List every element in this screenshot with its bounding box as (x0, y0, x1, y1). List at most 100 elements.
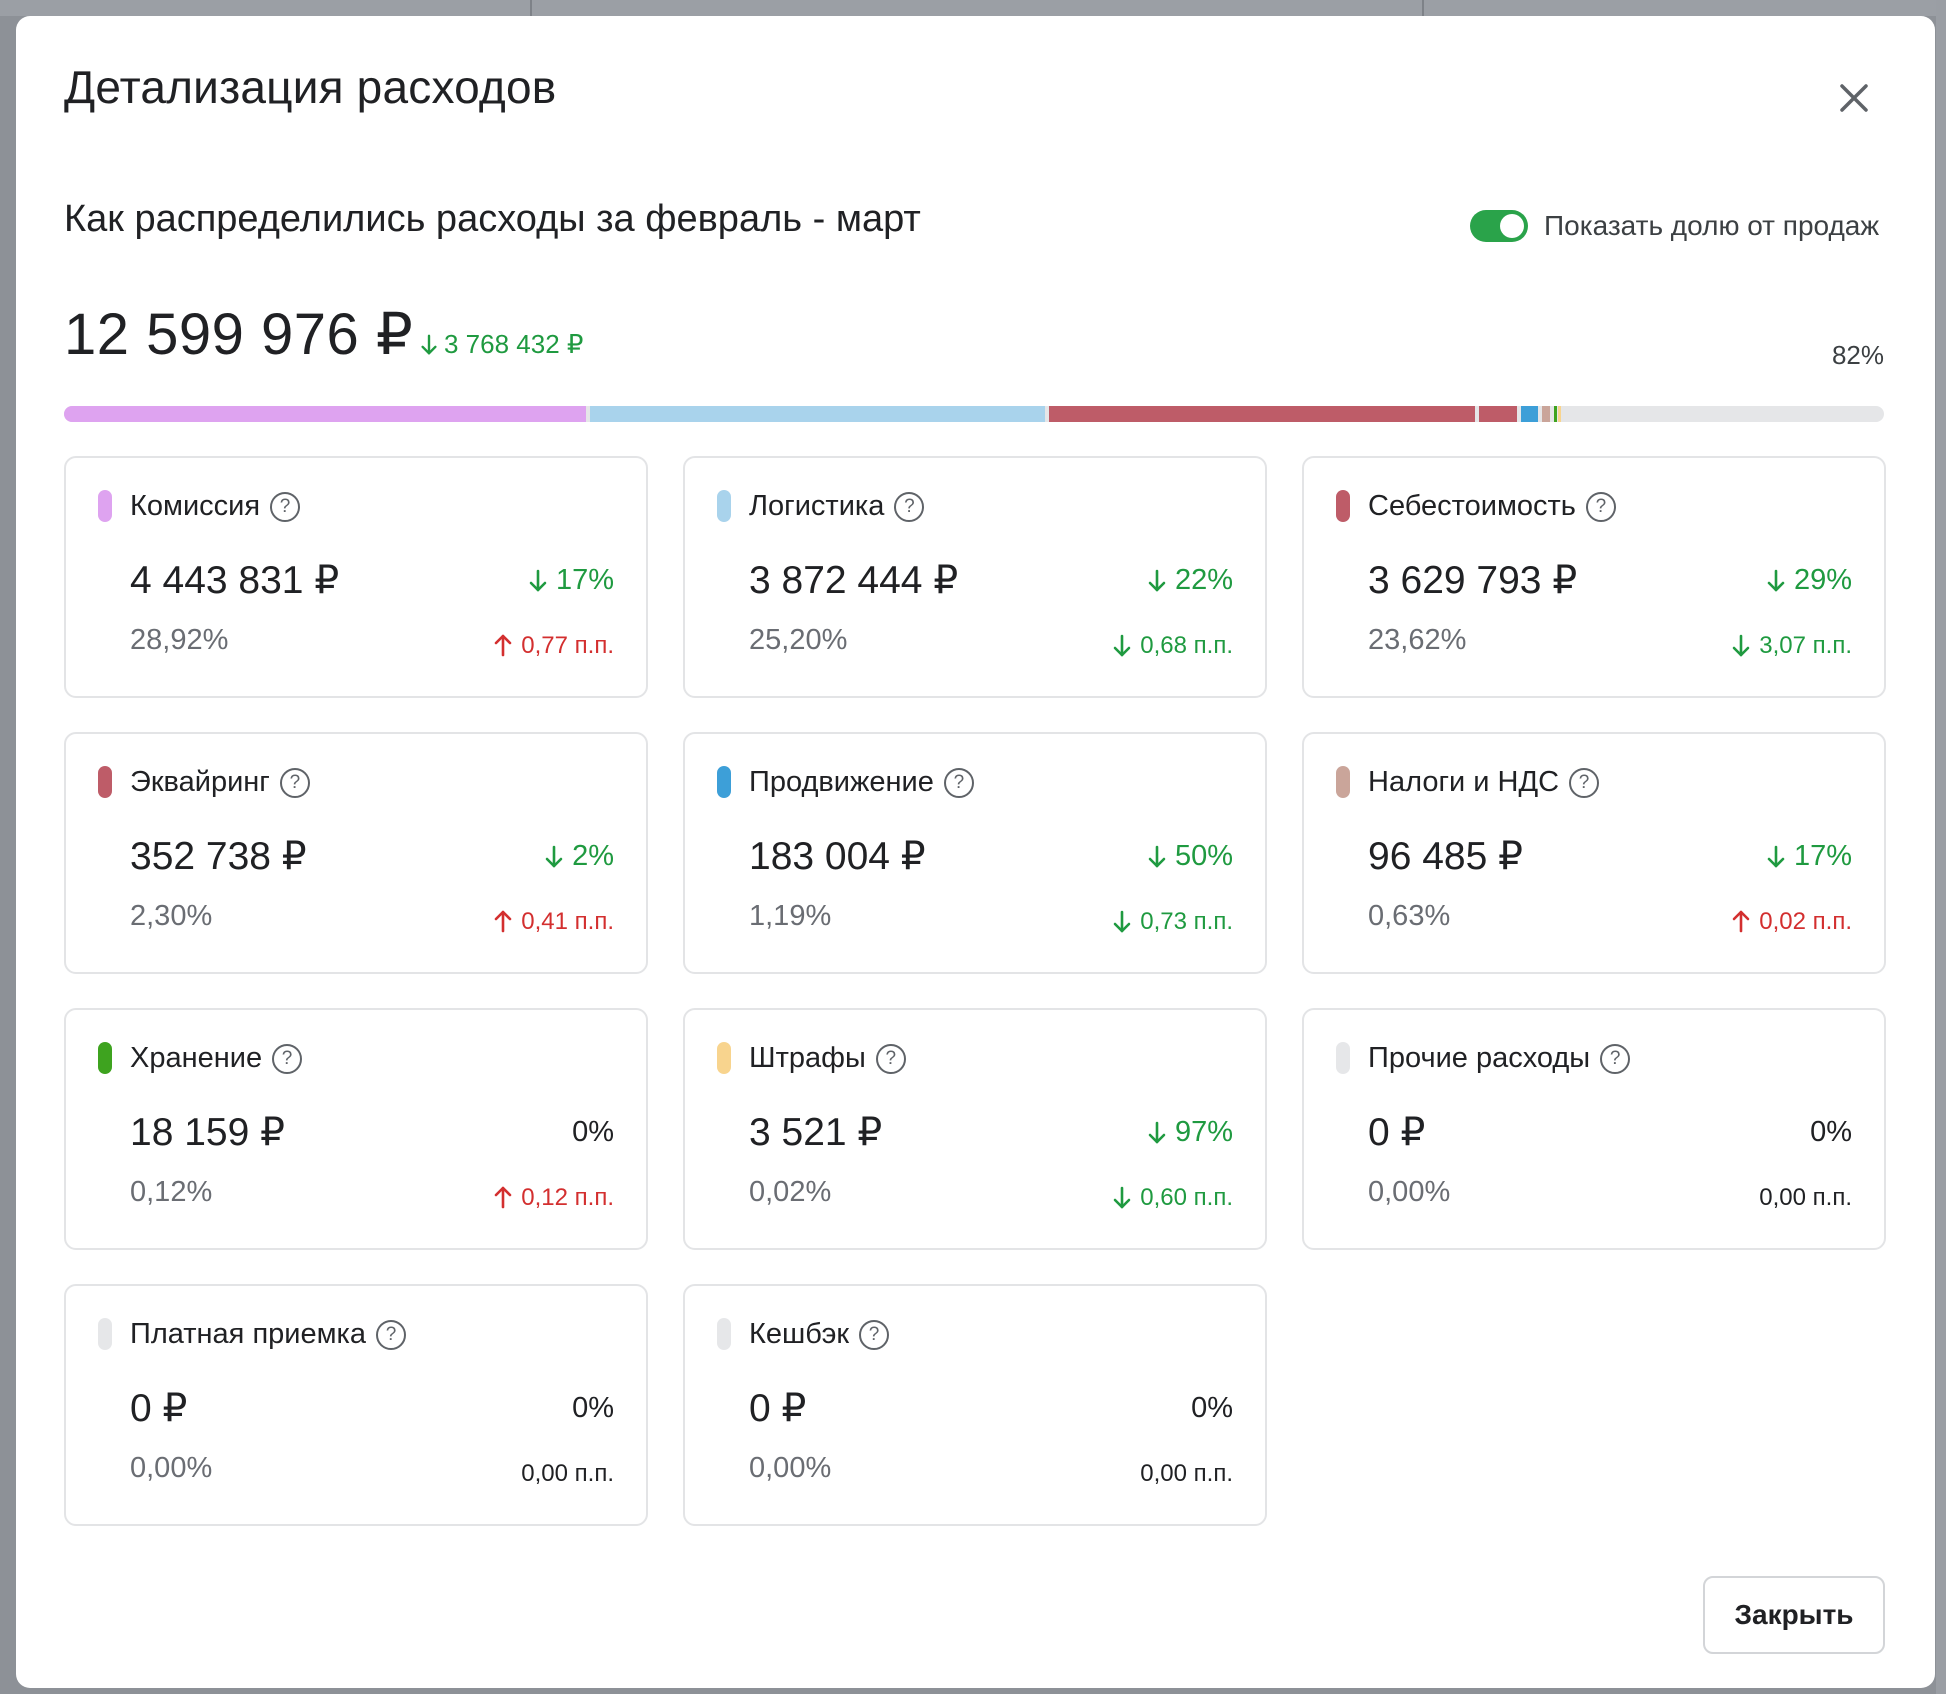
close-button[interactable]: Закрыть (1703, 1576, 1885, 1654)
help-icon[interactable]: ? (894, 491, 925, 522)
category-change: 2% (542, 840, 614, 873)
category-amount: 352 738 ₽ (130, 835, 307, 878)
category-share-change-value: 0,02 п.п. (1759, 908, 1852, 935)
category-color-marker (717, 766, 731, 798)
category-amount: 0 ₽ (749, 1387, 807, 1430)
category-share-change: 0,68 п.п. (1110, 632, 1233, 660)
total-expenses: 12 599 976 ₽ (64, 302, 414, 367)
category-share-change-value: 0,68 п.п. (1140, 632, 1233, 659)
category-name: Комиссия? (130, 490, 301, 523)
category-label: Хранение (130, 1042, 263, 1074)
category-change-value: 0% (1810, 1116, 1852, 1148)
category-share-change-value: 3,07 п.п. (1759, 632, 1852, 659)
expense-card: Хранение? 18 159 ₽ 0% 0,12% 0,12 п.п. (64, 1008, 648, 1250)
category-color-marker (1336, 490, 1350, 522)
category-share-change: 0,77 п.п. (491, 632, 614, 660)
category-color-marker (1336, 1042, 1350, 1074)
category-label: Платная приемка (130, 1318, 366, 1350)
category-amount: 96 485 ₽ (1368, 835, 1523, 878)
expense-card: Налоги и НДС? 96 485 ₽ 17% 0,63% 0,02 п.п. (1302, 732, 1886, 974)
category-share-change-value: 0,41 п.п. (521, 908, 614, 935)
help-icon[interactable]: ? (279, 767, 310, 798)
arrow-down-icon (1767, 845, 1785, 867)
category-name: Кешбэк? (749, 1318, 890, 1351)
category-change-value: 0% (1191, 1392, 1233, 1424)
category-share: 2,30% (130, 900, 213, 932)
help-icon[interactable]: ? (1600, 1043, 1631, 1074)
help-icon[interactable]: ? (1585, 491, 1616, 522)
category-label: Кешбэк (749, 1318, 850, 1350)
category-change: 29% (1764, 564, 1852, 597)
bar-segment (1478, 406, 1517, 422)
category-color-marker (1336, 766, 1350, 798)
category-share: 28,92% (130, 624, 229, 656)
bar-segment (1557, 406, 1561, 422)
arrow-down-icon (1767, 569, 1785, 591)
category-change-value: 2% (572, 840, 614, 872)
arrow-down-icon (1732, 634, 1750, 657)
arrow-down-icon (1113, 1186, 1131, 1209)
modal-title: Детализация расходов (64, 61, 557, 113)
arrow-down-icon (1148, 569, 1166, 591)
background-right-edge (1936, 0, 1946, 1694)
category-share-change-value: 0,12 п.п. (521, 1184, 614, 1211)
close-icon[interactable] (1824, 68, 1884, 128)
help-icon[interactable]: ? (270, 491, 301, 522)
expense-details-modal: Детализация расходов Как распределились … (16, 16, 1935, 1688)
help-icon[interactable]: ? (943, 767, 974, 798)
category-amount: 3 629 793 ₽ (1368, 559, 1578, 602)
category-share-change: 0,02 п.п. (1729, 908, 1852, 936)
total-share-of-sales: 82% (1831, 340, 1884, 370)
category-amount: 3 521 ₽ (749, 1111, 883, 1154)
category-color-marker (717, 490, 731, 522)
category-label: Эквайринг (130, 766, 270, 798)
category-change: 17% (526, 564, 614, 597)
category-share: 0,63% (1368, 900, 1451, 932)
expense-card: Себестоимость? 3 629 793 ₽ 29% 23,62% 3,07 п… (1302, 456, 1886, 698)
arrow-down-icon (529, 569, 547, 591)
bar-segment (64, 406, 587, 422)
category-change-value: 0% (572, 1116, 614, 1148)
category-color-marker (98, 766, 112, 798)
bar-segment (590, 406, 1045, 422)
category-share-change: 0,00 п.п. (521, 1460, 614, 1488)
expense-card: Кешбэк? 0 ₽ 0% 0,00% 0,00 п.п. (683, 1284, 1267, 1526)
arrow-down-icon (1113, 634, 1131, 657)
category-share-change: 0,00 п.п. (1140, 1460, 1233, 1488)
category-amount: 18 159 ₽ (130, 1111, 285, 1154)
category-change-value: 50% (1174, 840, 1233, 872)
bar-segment (1553, 406, 1557, 422)
category-change: 0% (1191, 1392, 1233, 1425)
category-share: 1,19% (749, 900, 832, 932)
category-color-marker (98, 1042, 112, 1074)
category-color-marker (98, 1318, 112, 1350)
total-delta: 3 768 432 ₽ (418, 329, 583, 360)
help-icon[interactable]: ? (875, 1043, 906, 1074)
help-icon[interactable]: ? (859, 1319, 890, 1350)
category-share-change-value: 0,73 п.п. (1140, 908, 1233, 935)
share-of-sales-toggle[interactable] (1470, 210, 1528, 242)
bar-segment (1048, 406, 1475, 422)
category-name: Продвижение? (749, 766, 974, 799)
category-share-change-value: 0,00 п.п. (1140, 1460, 1233, 1487)
help-icon[interactable]: ? (272, 1043, 303, 1074)
category-label: Логистика (749, 490, 885, 522)
category-change: 0% (1810, 1116, 1852, 1149)
category-label: Себестоимость (1368, 490, 1576, 522)
help-icon[interactable]: ? (376, 1319, 406, 1350)
help-icon[interactable]: ? (1569, 767, 1600, 798)
category-change: 97% (1145, 1116, 1233, 1149)
category-share-change: 0,73 п.п. (1110, 908, 1233, 936)
share-of-sales-toggle-row: Показать долю от продаж (1470, 202, 1879, 250)
category-color-marker (717, 1318, 731, 1350)
category-change: 0% (572, 1116, 614, 1149)
category-change: 50% (1145, 840, 1233, 873)
arrow-up-icon (1732, 910, 1750, 933)
category-name: Хранение? (130, 1042, 303, 1075)
toggle-label: Показать долю от продаж (1544, 210, 1880, 241)
category-amount: 0 ₽ (1368, 1111, 1426, 1154)
arrow-up-icon (494, 910, 512, 933)
category-name: Прочие расходы? (1368, 1042, 1631, 1075)
category-label: Прочие расходы (1368, 1042, 1591, 1074)
arrow-up-icon (494, 1186, 512, 1209)
